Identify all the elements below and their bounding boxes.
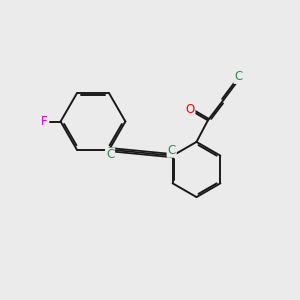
Text: C: C — [234, 70, 243, 83]
Text: C: C — [106, 148, 114, 161]
Text: C: C — [168, 144, 176, 157]
Text: F: F — [41, 115, 47, 128]
Text: O: O — [185, 103, 194, 116]
